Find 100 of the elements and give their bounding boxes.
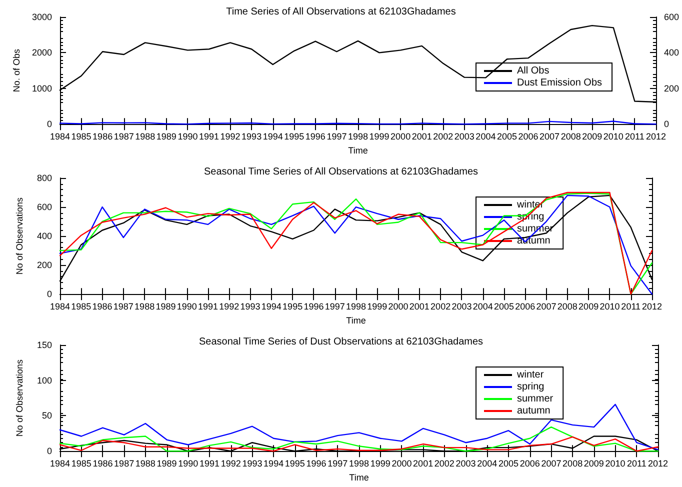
x-tick-label: 1992 bbox=[220, 132, 240, 142]
y-tick-label: 1000 bbox=[32, 83, 52, 94]
x-tick-label: 2006 bbox=[515, 302, 536, 312]
x-tick-label: 2012 bbox=[642, 302, 662, 312]
x-tick-label: 1984 bbox=[50, 302, 70, 312]
x-tick-label: 1998 bbox=[348, 132, 368, 142]
x-tick-label: 1989 bbox=[156, 458, 177, 469]
x-tick-label: 2007 bbox=[540, 132, 560, 142]
x-tick-label: 2010 bbox=[600, 302, 620, 312]
y-tick-label: 100 bbox=[36, 375, 52, 386]
x-tick-label: 2003 bbox=[456, 458, 476, 469]
x-tick-label: 2001 bbox=[413, 458, 434, 469]
x-tick-label: 1994 bbox=[264, 458, 284, 469]
x-tick-label: 2004 bbox=[472, 302, 493, 312]
chart-title: Time Series of All Observations at 62103Ghadames bbox=[226, 6, 456, 18]
x-tick-label: 1985 bbox=[71, 132, 92, 142]
x-tick-label: 2005 bbox=[498, 458, 519, 469]
x-tick-label: 2008 bbox=[557, 302, 578, 312]
x-tick-label: 1999 bbox=[369, 132, 390, 142]
chart-title: Seasonal Time Series of All Observations at 62103Ghadames bbox=[204, 166, 478, 178]
y-tick-label: 2000 bbox=[32, 48, 52, 58]
x-tick-label: 1987 bbox=[114, 132, 134, 142]
x-tick-label: 2008 bbox=[560, 132, 581, 142]
x-tick-label: 1991 bbox=[199, 458, 220, 469]
x-tick-label: 1986 bbox=[92, 458, 113, 469]
y2-tick-label: 400 bbox=[664, 48, 680, 58]
x-tick-label: 2000 bbox=[388, 302, 408, 312]
x-tick-label: 1993 bbox=[240, 302, 260, 312]
x-tick-label: 1998 bbox=[346, 302, 366, 312]
y-tick-label: 800 bbox=[36, 173, 52, 183]
x-axis-title: Time bbox=[348, 146, 368, 156]
x-tick-label: 1996 bbox=[305, 132, 326, 142]
y2-tick-label: 200 bbox=[664, 83, 680, 94]
x-tick-label: 1986 bbox=[92, 302, 112, 312]
y-tick-label: 150 bbox=[36, 340, 52, 350]
y-axis-title: No of Observations bbox=[14, 359, 24, 437]
x-tick-label: 1989 bbox=[156, 302, 176, 312]
x-tick-label: 1994 bbox=[261, 302, 282, 312]
x-tick-label: 2005 bbox=[494, 302, 514, 312]
x-tick-label: 1984 bbox=[50, 458, 70, 469]
x-tick-label: 1992 bbox=[220, 458, 241, 469]
chart-title: Seasonal Time Series of Dust Observations at 62103Ghadames bbox=[198, 336, 484, 348]
y-tick-label: 200 bbox=[36, 260, 52, 270]
x-tick-label: 2001 bbox=[409, 302, 430, 312]
y-axis-title: No. of Obs bbox=[12, 48, 22, 92]
y-tick-label: 0 bbox=[46, 119, 52, 130]
x-tick-label: 2002 bbox=[434, 458, 454, 469]
y-tick-label: 400 bbox=[36, 231, 52, 242]
x-axis-title: Time bbox=[349, 472, 369, 482]
y2-tick-label: 0 bbox=[664, 119, 669, 130]
legend-label: spring bbox=[517, 382, 544, 392]
y-axis-title: No of Observations bbox=[14, 197, 24, 275]
x-tick-label: 2004 bbox=[476, 132, 496, 142]
x-tick-label: 2011 bbox=[626, 458, 646, 469]
x-tick-label: 1991 bbox=[198, 302, 218, 312]
x-tick-label: 1985 bbox=[71, 458, 92, 469]
y-tick-label: 3000 bbox=[32, 12, 52, 22]
x-tick-label: 2012 bbox=[648, 458, 668, 469]
x-tick-label: 1997 bbox=[328, 458, 348, 469]
x-tick-label: 1996 bbox=[306, 458, 326, 469]
legend-label: autumn bbox=[517, 406, 550, 416]
x-tick-label: 2000 bbox=[390, 132, 411, 142]
x-tick-label: 2010 bbox=[603, 132, 624, 142]
x-tick-label: 1988 bbox=[134, 302, 155, 312]
y-tick-label: 600 bbox=[36, 202, 52, 212]
x-tick-label: 2000 bbox=[392, 458, 412, 469]
x-tick-label: 2006 bbox=[520, 458, 540, 469]
x-tick-label: 1990 bbox=[178, 458, 198, 469]
x-tick-label: 1985 bbox=[71, 302, 92, 312]
x-tick-label: 2003 bbox=[454, 132, 474, 142]
x-tick-label: 2009 bbox=[578, 302, 599, 312]
legend-label: winter bbox=[516, 370, 544, 380]
x-tick-label: 2011 bbox=[625, 132, 644, 142]
x-tick-label: 2007 bbox=[536, 302, 556, 312]
x-tick-label: 1988 bbox=[135, 132, 156, 142]
x-tick-label: 1987 bbox=[113, 302, 134, 312]
x-tick-label: 1991 bbox=[198, 132, 220, 142]
y-tick-label: 0 bbox=[46, 289, 52, 300]
x-tick-label: 1995 bbox=[284, 132, 304, 142]
x-tick-label: 2009 bbox=[584, 458, 604, 469]
x-tick-label: 1997 bbox=[324, 302, 345, 312]
x-tick-label: 1990 bbox=[178, 132, 198, 142]
x-tick-label: 2010 bbox=[605, 458, 626, 469]
x-tick-label: 1997 bbox=[326, 132, 347, 142]
x-tick-label: 1992 bbox=[219, 302, 240, 312]
x-tick-label: 1984 bbox=[50, 132, 70, 142]
x-tick-label: 1987 bbox=[114, 458, 134, 469]
x-tick-label: 1995 bbox=[284, 458, 305, 469]
x-tick-label: 2001 bbox=[412, 132, 432, 142]
x-tick-label: 2002 bbox=[430, 302, 451, 312]
x-tick-label: 1989 bbox=[156, 132, 176, 142]
x-tick-label: 1986 bbox=[92, 132, 113, 142]
x-tick-label: 1998 bbox=[348, 458, 370, 469]
y-tick-label: 0 bbox=[46, 446, 52, 456]
legend-label: All Obs bbox=[517, 66, 550, 76]
x-tick-label: 2003 bbox=[452, 302, 472, 312]
x-tick-label: 1999 bbox=[370, 458, 390, 469]
x-tick-label: 1999 bbox=[367, 302, 388, 312]
x-tick-label: 1988 bbox=[135, 458, 156, 469]
x-tick-label: 2012 bbox=[646, 132, 666, 142]
